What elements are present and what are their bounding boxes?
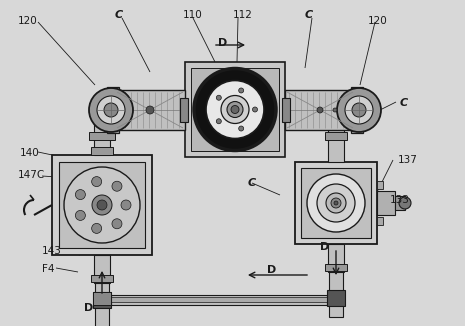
Bar <box>185 62 285 157</box>
Text: C: C <box>115 10 123 20</box>
Bar <box>91 275 113 282</box>
Circle shape <box>317 107 323 113</box>
Circle shape <box>89 88 133 132</box>
Circle shape <box>334 201 338 205</box>
Bar <box>377 181 383 189</box>
Bar <box>325 132 347 140</box>
Circle shape <box>345 96 373 124</box>
Circle shape <box>206 81 264 139</box>
Bar <box>180 98 188 122</box>
Bar <box>107 87 119 133</box>
Text: 137: 137 <box>398 155 418 165</box>
Bar <box>59 162 145 248</box>
Bar <box>94 105 110 155</box>
Circle shape <box>399 197 411 209</box>
Circle shape <box>252 107 258 112</box>
Text: D: D <box>218 38 227 48</box>
Circle shape <box>97 200 107 210</box>
Circle shape <box>104 103 118 117</box>
Text: 140: 140 <box>20 148 40 158</box>
Circle shape <box>146 106 154 114</box>
Bar <box>94 255 110 283</box>
Bar <box>395 196 405 210</box>
Circle shape <box>317 184 355 222</box>
Bar <box>93 292 111 308</box>
Circle shape <box>64 167 140 243</box>
Bar <box>295 162 377 244</box>
Bar <box>351 87 363 133</box>
Bar <box>325 264 347 271</box>
Text: 143: 143 <box>42 246 62 256</box>
Bar <box>111 295 327 305</box>
Circle shape <box>216 95 221 100</box>
Circle shape <box>337 88 381 132</box>
Bar <box>377 191 395 215</box>
Circle shape <box>92 177 102 186</box>
Text: C: C <box>248 178 256 188</box>
Bar <box>191 68 279 151</box>
Circle shape <box>221 96 249 124</box>
Bar <box>328 110 344 162</box>
Circle shape <box>97 96 125 124</box>
Bar <box>327 290 345 306</box>
Circle shape <box>112 181 122 191</box>
Text: C: C <box>305 10 313 20</box>
Circle shape <box>92 195 112 215</box>
Bar <box>111 297 327 302</box>
Bar <box>285 90 355 130</box>
Bar <box>89 132 115 140</box>
Text: C: C <box>400 98 408 108</box>
Bar <box>93 292 111 305</box>
Text: 147C: 147C <box>18 170 45 180</box>
Circle shape <box>331 198 341 208</box>
Circle shape <box>112 219 122 229</box>
Circle shape <box>194 68 276 151</box>
Text: 110: 110 <box>183 10 203 20</box>
Circle shape <box>227 101 243 117</box>
Bar <box>282 98 290 122</box>
Text: 120: 120 <box>18 16 38 26</box>
Circle shape <box>352 103 366 117</box>
Bar <box>377 217 383 225</box>
Circle shape <box>239 88 244 93</box>
Text: D: D <box>320 242 329 252</box>
Bar <box>52 155 152 255</box>
Text: F4: F4 <box>42 264 54 274</box>
Circle shape <box>216 119 221 124</box>
Circle shape <box>326 193 346 213</box>
Circle shape <box>75 210 86 220</box>
Bar <box>329 269 343 317</box>
Bar <box>301 168 371 238</box>
Bar <box>91 147 113 155</box>
Text: D: D <box>267 265 276 275</box>
Text: 133: 133 <box>390 195 410 205</box>
Text: D: D <box>84 303 93 313</box>
Circle shape <box>92 223 102 233</box>
Circle shape <box>333 108 337 112</box>
Bar <box>115 90 185 130</box>
Text: 120: 120 <box>368 16 388 26</box>
Circle shape <box>239 126 244 131</box>
Circle shape <box>231 106 239 113</box>
Bar <box>328 244 344 272</box>
Bar <box>95 280 109 326</box>
Text: 112: 112 <box>233 10 253 20</box>
Circle shape <box>307 174 365 232</box>
Circle shape <box>121 200 131 210</box>
Circle shape <box>75 190 86 200</box>
